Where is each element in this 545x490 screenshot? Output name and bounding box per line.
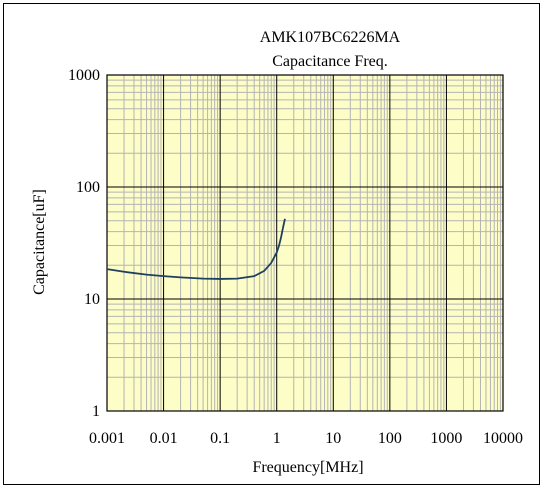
y-axis-tick-labels: 1 10 100 1000 xyxy=(68,67,100,420)
y-tick-label: 1 xyxy=(92,403,100,420)
x-axis-label: Frequency[MHz] xyxy=(252,459,363,476)
y-tick-label: 100 xyxy=(76,179,100,196)
x-tick-label: 1000 xyxy=(430,430,462,447)
y-axis-label: Capacitance[uF] xyxy=(31,189,48,295)
x-tick-label: 10000 xyxy=(483,430,523,447)
x-tick-label: 0.001 xyxy=(89,430,125,447)
x-axis-tick-labels: 0.001 0.01 0.1 1 10 100 1000 10000 xyxy=(89,430,523,447)
x-tick-label: 10 xyxy=(325,430,341,447)
x-tick-label: 0.1 xyxy=(210,430,230,447)
x-tick-label: 100 xyxy=(378,430,402,447)
y-tick-label: 1000 xyxy=(68,67,100,84)
chart-title: AMK107BC6226MA xyxy=(260,29,401,46)
chart-subtitle: Capacitance Freq. xyxy=(272,53,388,70)
x-tick-label: 1 xyxy=(273,430,281,447)
x-tick-label: 0.01 xyxy=(150,430,178,447)
y-tick-label: 10 xyxy=(84,291,100,308)
